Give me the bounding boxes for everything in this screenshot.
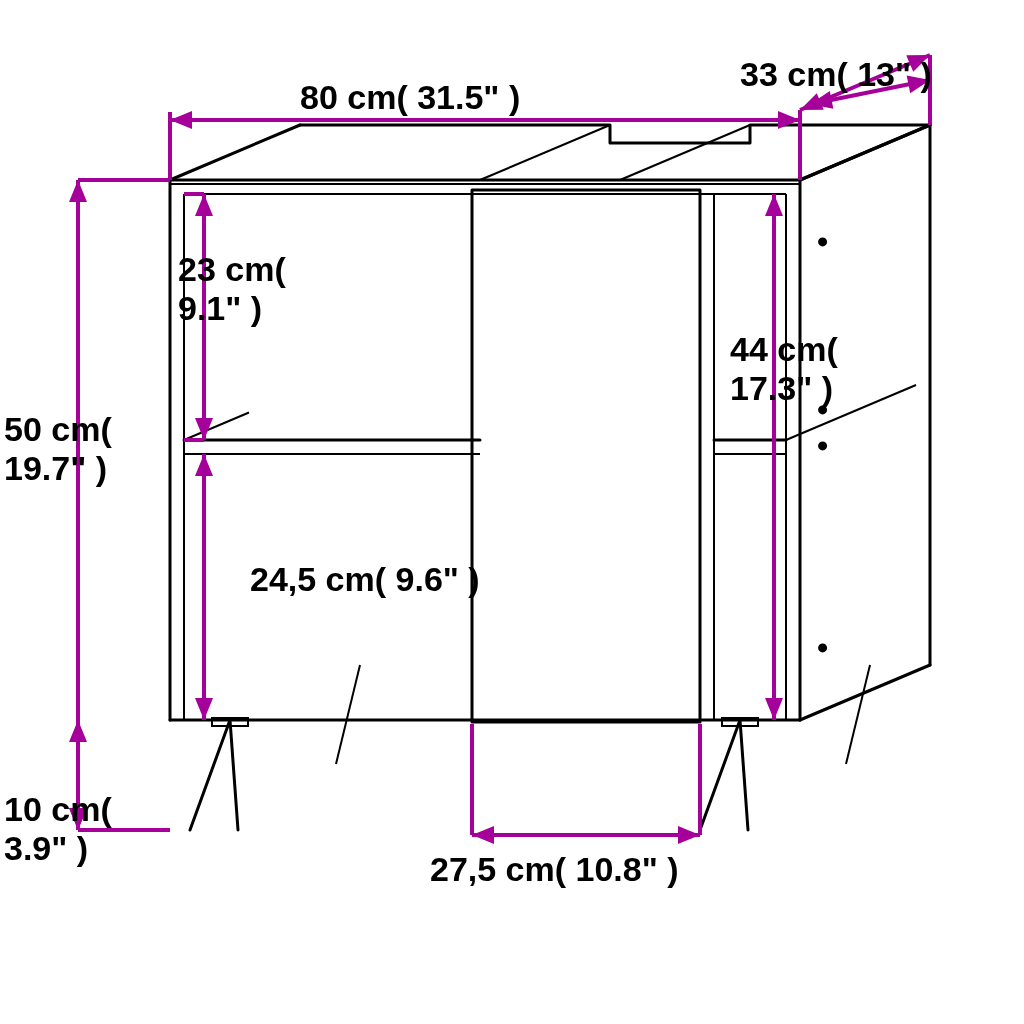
svg-marker-67 [765,194,783,216]
svg-marker-44 [906,55,930,72]
svg-marker-60 [195,698,213,720]
svg-line-3 [480,125,610,180]
svg-point-18 [818,441,827,450]
svg-line-1 [170,125,300,180]
svg-line-12 [800,125,930,180]
svg-marker-38 [907,76,930,94]
svg-rect-23 [472,190,700,722]
svg-marker-59 [195,454,213,476]
svg-line-13 [800,665,930,720]
svg-line-15 [786,385,916,440]
svg-line-4 [620,125,750,180]
svg-marker-43 [800,93,824,110]
svg-marker-52 [69,808,87,830]
svg-point-19 [818,643,827,652]
svg-point-17 [818,405,827,414]
svg-marker-32 [170,111,192,129]
svg-line-22 [184,413,249,441]
svg-marker-68 [765,698,783,720]
svg-marker-65 [678,826,700,844]
svg-marker-48 [69,180,87,202]
svg-point-16 [818,237,827,246]
svg-marker-51 [69,720,87,742]
svg-marker-64 [472,826,494,844]
svg-marker-54 [195,194,213,216]
